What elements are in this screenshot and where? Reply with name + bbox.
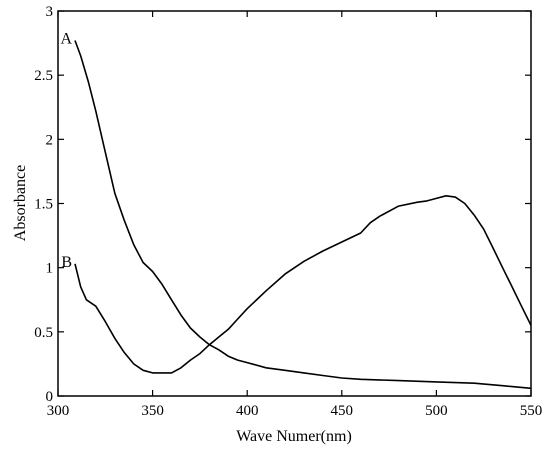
y-tick-label: 0.5: [34, 325, 53, 341]
x-axis-ticks: 300 350 400 450 500 550: [47, 11, 543, 419]
x-tick-label: 450: [331, 403, 354, 419]
y-tick-label: 1: [46, 261, 54, 277]
x-tick-label: 550: [520, 403, 543, 419]
y-tick-label: 1.5: [34, 197, 53, 213]
y-tick-label: 3: [46, 4, 54, 20]
series-a-label: A: [60, 31, 72, 48]
y-tick-label: 2: [46, 132, 54, 148]
series-b-label: B: [61, 254, 72, 271]
y-tick-label: 2.5: [34, 68, 53, 84]
plot-frame: [57, 10, 532, 397]
series-group: AB: [60, 31, 532, 390]
x-axis-label: Wave Numer(nm): [236, 428, 352, 445]
x-tick-label: 500: [425, 403, 448, 419]
y-axis-ticks: 0 0.5 1 1.5 2 2.5 3: [34, 4, 531, 405]
y-axis-label: Absorbance: [12, 165, 29, 241]
y-tick-label: 0: [46, 389, 54, 405]
series-a-line: [74, 40, 532, 390]
x-tick-label: 400: [236, 403, 259, 419]
series-b-line: [74, 195, 532, 374]
x-tick-label: 300: [47, 403, 70, 419]
x-tick-label: 350: [141, 403, 164, 419]
